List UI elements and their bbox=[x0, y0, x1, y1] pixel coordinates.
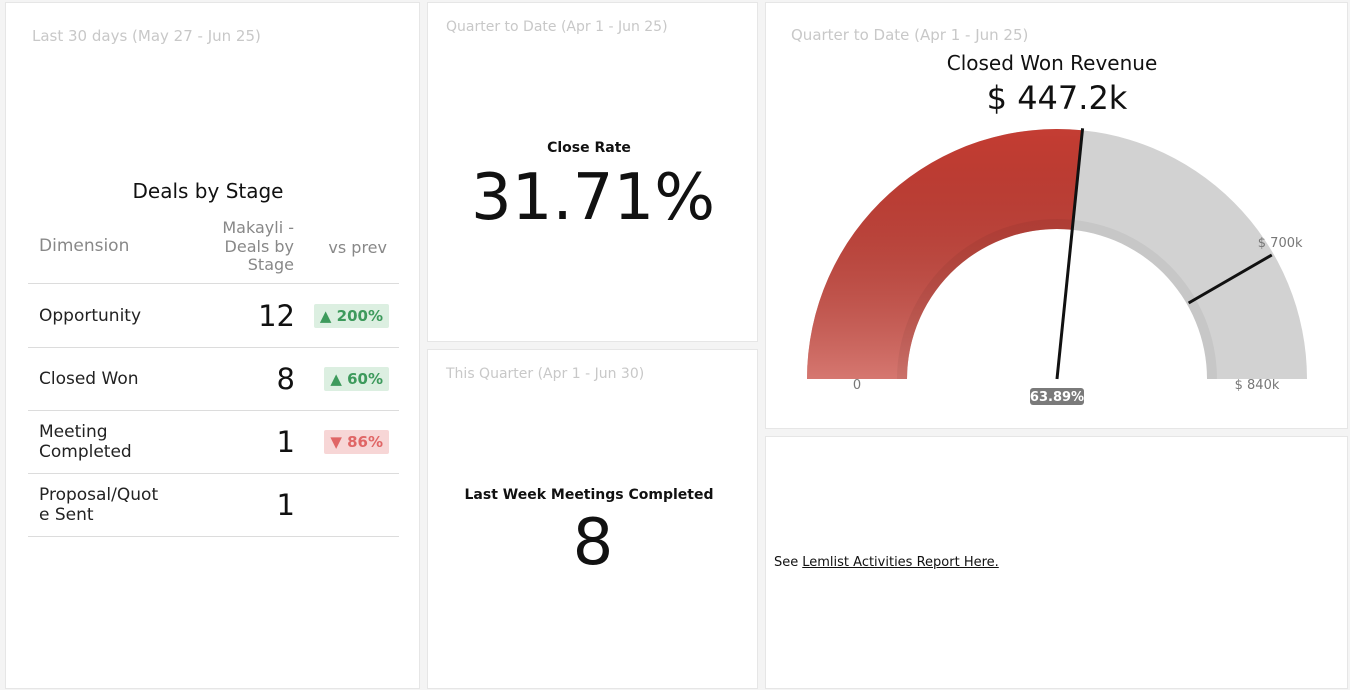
note-prefix: See bbox=[774, 555, 799, 570]
header-rule bbox=[28, 283, 399, 284]
dimension: Meeting Completed bbox=[39, 421, 132, 462]
table-row: Proposal/Quote Sent 1 bbox=[28, 473, 399, 537]
metric-value: 8 bbox=[572, 506, 614, 580]
needle bbox=[1055, 128, 1085, 380]
period: Quarter to Date (Apr 1 - Jun 25) bbox=[446, 19, 668, 35]
gauge-fill-shade bbox=[807, 129, 1083, 379]
revenue-panel: Quarter to Date (Apr 1 - Jun 25) Closed … bbox=[765, 2, 1348, 429]
row-value: 1 bbox=[276, 487, 295, 522]
gauge-value: $ 447.2k bbox=[986, 79, 1128, 117]
metric-title: Close Rate bbox=[547, 140, 631, 156]
change-badge: ▼ 86% bbox=[324, 429, 389, 454]
change-badge: ▲ 200% bbox=[313, 303, 389, 328]
period: Quarter to Date (Apr 1 - Jun 25) bbox=[791, 26, 1029, 44]
report-link[interactable]: Lemlist Activities Report Here. bbox=[802, 555, 999, 570]
percent-badge bbox=[1030, 388, 1084, 405]
period: This Quarter (Apr 1 - Jun 30) bbox=[446, 366, 645, 382]
metric-value: 31.71% bbox=[470, 161, 716, 235]
table-row: Meeting Completed 1 ▼ 86% bbox=[28, 410, 399, 474]
table-row: Opportunity 12 ▲ 200% bbox=[28, 284, 399, 348]
gauge: $ 700k 0 $ 840k 63.89% bbox=[807, 128, 1307, 405]
meetings-panel: This Quarter (Apr 1 - Jun 30) Last Week … bbox=[427, 349, 758, 689]
percent-label: 63.89% bbox=[1030, 390, 1084, 405]
row-value: 12 bbox=[258, 298, 295, 333]
row-value: 8 bbox=[276, 361, 295, 396]
title: Deals by Stage bbox=[132, 179, 284, 203]
column-header: Dimension bbox=[39, 236, 130, 256]
dimension: Opportunity bbox=[39, 305, 142, 326]
target-label: $ 700k bbox=[1258, 236, 1303, 251]
min-label: 0 bbox=[853, 378, 861, 393]
column-header: Makayli - Deals by Stage bbox=[222, 218, 294, 274]
dimension: Proposal/Quote Sent bbox=[39, 484, 159, 525]
deals-panel: Last 30 days (May 27 - Jun 25) Deals by … bbox=[5, 2, 420, 689]
table-row: Closed Won 8 ▲ 60% bbox=[28, 347, 399, 411]
target-line bbox=[1187, 253, 1273, 305]
period: Last 30 days (May 27 - Jun 25) bbox=[32, 27, 261, 45]
gauge-title: Closed Won Revenue bbox=[946, 51, 1158, 75]
metric-title: Last Week Meetings Completed bbox=[464, 487, 714, 503]
column-header: vs prev bbox=[328, 238, 387, 257]
dimension: Closed Won bbox=[39, 368, 139, 389]
close-rate-panel: Quarter to Date (Apr 1 - Jun 25) Close R… bbox=[427, 2, 758, 342]
note-panel: See Lemlist Activities Report Here. bbox=[765, 436, 1348, 689]
note: See Lemlist Activities Report Here. bbox=[774, 555, 999, 570]
change-badge: ▲ 60% bbox=[324, 366, 389, 391]
row-value: 1 bbox=[276, 424, 295, 459]
max-label: $ 840k bbox=[1235, 378, 1280, 393]
